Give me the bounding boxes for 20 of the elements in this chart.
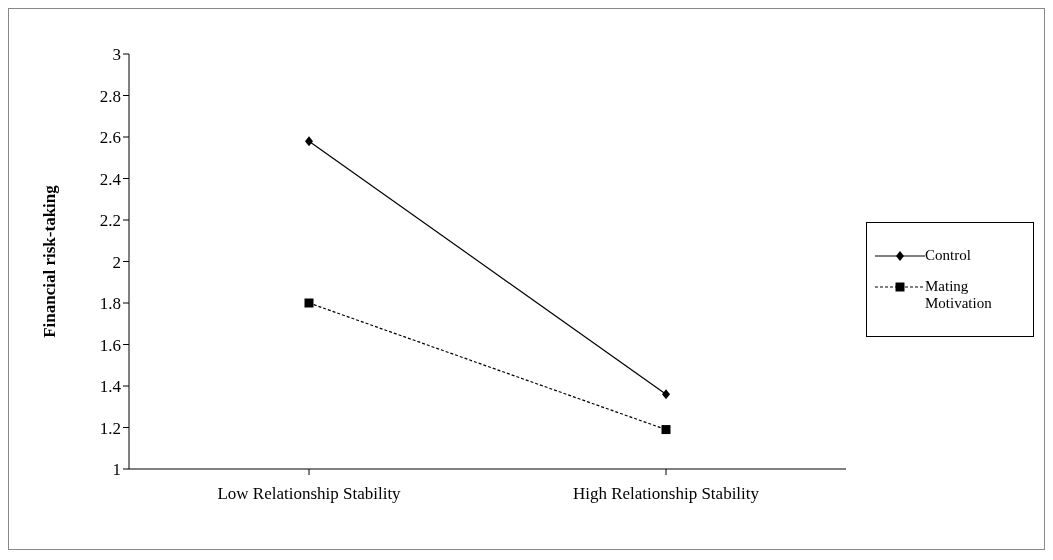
point (305, 136, 313, 147)
y-tick-label: 2.8 (99, 86, 121, 106)
legend-label: Mating Motivation (925, 277, 993, 312)
x-tick-label: High Relationship Stability (572, 484, 760, 504)
point (304, 298, 314, 308)
y-axis-title: Financial risk-taking (40, 184, 60, 338)
y-tick-label: 1.6 (99, 335, 121, 355)
x-tick-label: Low Relationship Stability (217, 484, 402, 504)
y-tick-label: 1.2 (99, 418, 121, 438)
point (662, 389, 670, 400)
y-tick-label: 3 (112, 45, 121, 65)
legend-label: Control (925, 246, 972, 264)
y-tick-label: 2.2 (99, 211, 121, 231)
y-tick-label: 2 (112, 252, 121, 272)
y-tick-label: 1.8 (99, 294, 121, 314)
point (661, 425, 671, 435)
y-tick-label: 1 (112, 460, 121, 480)
y-tick-label: 2.6 (99, 128, 121, 148)
y-tick-label: 2.4 (99, 169, 122, 189)
y-tick-label: 1.4 (99, 377, 122, 397)
